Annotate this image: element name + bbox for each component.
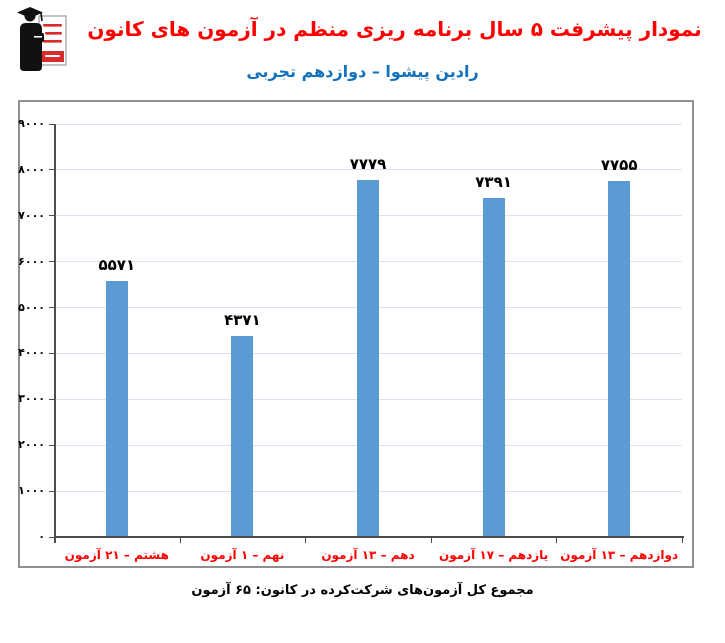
bar-chart-plot-area: ۰ ۱۰۰۰ ۲۰۰۰ ۳۰۰۰ ۴۰۰۰ ۵۰۰۰ ۶۰۰۰ ۷۰۰۰ ۸۰۰۰ ۹۰۰۰ ۵۵۷… xyxy=(18,102,692,566)
y-tick-label: ۸۰۰۰ xyxy=(18,162,45,176)
x-axis-tick xyxy=(682,537,683,543)
bar xyxy=(608,181,631,537)
x-axis-tick xyxy=(305,537,307,543)
chart-frame: ۰ ۱۰۰۰ ۲۰۰۰ ۳۰۰۰ ۴۰۰۰ ۵۰۰۰ ۶۰۰۰ ۷۰۰۰ ۸۰۰۰ ۹۰۰۰ ۵۵۷… xyxy=(18,100,694,568)
y-axis-tick xyxy=(49,261,54,263)
y-tick-label: ۷۰۰۰ xyxy=(18,208,45,222)
bar xyxy=(357,180,379,537)
y-axis-tick xyxy=(49,490,54,492)
y-axis-tick xyxy=(49,352,54,354)
y-tick-label: ۴۰۰۰ xyxy=(18,346,45,360)
total-exams-caption: مجموع کل آزمون‌های شرکت‌کرده در کانون: ۶… xyxy=(191,583,534,598)
page-subtitle: رادین پیشوا – دوازدهم تجربی xyxy=(246,62,479,81)
x-category-label: دهم – ۱۳ آزمون xyxy=(321,548,415,562)
y-axis-tick xyxy=(49,123,54,125)
bar xyxy=(105,281,128,537)
y-axis-tick xyxy=(49,444,54,446)
bar-value-label: ۷۳۹۱ xyxy=(475,172,512,191)
bar-value-label: ۵۵۷۱ xyxy=(98,256,136,275)
y-axis-line xyxy=(54,124,56,543)
kanoon-logo-icon xyxy=(17,7,67,71)
x-axis-tick xyxy=(179,537,181,543)
bar-value-label: ۷۷۷۹ xyxy=(349,155,387,174)
y-tick-label: ۱۰۰۰ xyxy=(18,484,45,498)
grid-line xyxy=(54,169,682,171)
page-title: نمودار پیشرفت ۵ سال برنامه ریزی منظم در … xyxy=(87,17,702,41)
x-category-label: دوازدهم – ۱۳ آزمون xyxy=(560,548,679,562)
y-tick-label: ۶۰۰۰ xyxy=(18,254,45,268)
bar xyxy=(231,336,254,537)
x-category-label: نهم – ۱ آزمون xyxy=(200,548,285,562)
y-tick-label: ۰ xyxy=(38,530,45,543)
y-axis-tick xyxy=(49,215,54,217)
y-axis-tick xyxy=(49,169,54,171)
bar xyxy=(482,197,505,537)
y-tick-label: ۲۰۰۰ xyxy=(18,438,45,452)
bar-value-label: ۷۷۵۵ xyxy=(600,156,638,175)
y-axis-tick xyxy=(49,536,54,538)
y-tick-label: ۹۰۰۰ xyxy=(18,117,45,130)
x-axis-line xyxy=(54,536,684,538)
x-category-label: هشتم – ۲۱ آزمون xyxy=(64,548,169,562)
y-tick-label: ۳۰۰۰ xyxy=(18,392,45,406)
y-axis-tick xyxy=(49,307,54,309)
bar-value-label: ۴۳۷۱ xyxy=(224,311,261,330)
y-tick-label: ۵۰۰۰ xyxy=(18,300,45,314)
grid-line xyxy=(54,123,682,125)
x-category-label: یازدهم – ۱۷ آزمون xyxy=(438,548,549,562)
x-axis-tick xyxy=(556,537,558,543)
y-axis-tick xyxy=(49,398,54,400)
x-axis-tick xyxy=(430,537,432,543)
